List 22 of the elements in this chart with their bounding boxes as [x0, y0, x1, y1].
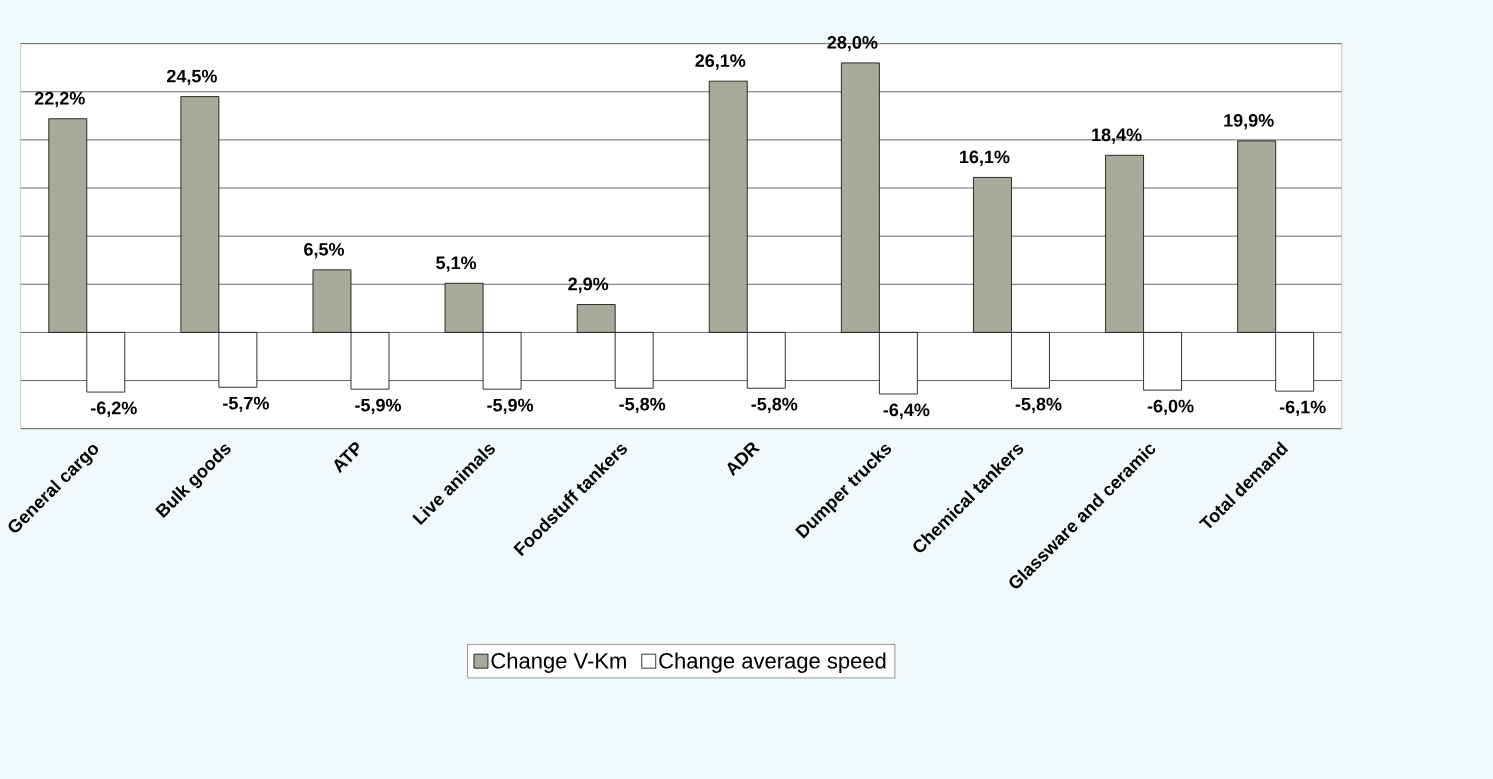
data-label: -6,2% [90, 401, 137, 417]
data-label: -5,8% [751, 397, 798, 414]
data-label: 22,2% [34, 91, 85, 108]
data-label: 5,1% [436, 256, 477, 272]
legend-label: Change average speed [659, 652, 886, 673]
data-label: -5,8% [619, 397, 666, 414]
data-label: -5,9% [487, 398, 534, 415]
data-label: 26,1% [695, 54, 746, 70]
data-label: 16,1% [960, 150, 1010, 166]
data-label: -5,7% [223, 396, 269, 413]
legend-label: Change V-Km [491, 652, 626, 673]
data-label: -5,9% [355, 398, 402, 415]
data-label: 18,4% [1092, 128, 1142, 144]
data-label: 6,5% [304, 242, 345, 259]
data-label: 19,9% [1224, 113, 1274, 130]
data-label: -5,8% [1015, 397, 1062, 414]
data-label: 28,0% [827, 36, 878, 52]
data-label: -6,0% [1147, 399, 1194, 416]
data-label: -6,1% [1279, 400, 1326, 417]
data-label: 2,9% [568, 277, 609, 293]
data-label: 24,5% [166, 69, 217, 86]
data-label: -6,4% [883, 403, 930, 419]
